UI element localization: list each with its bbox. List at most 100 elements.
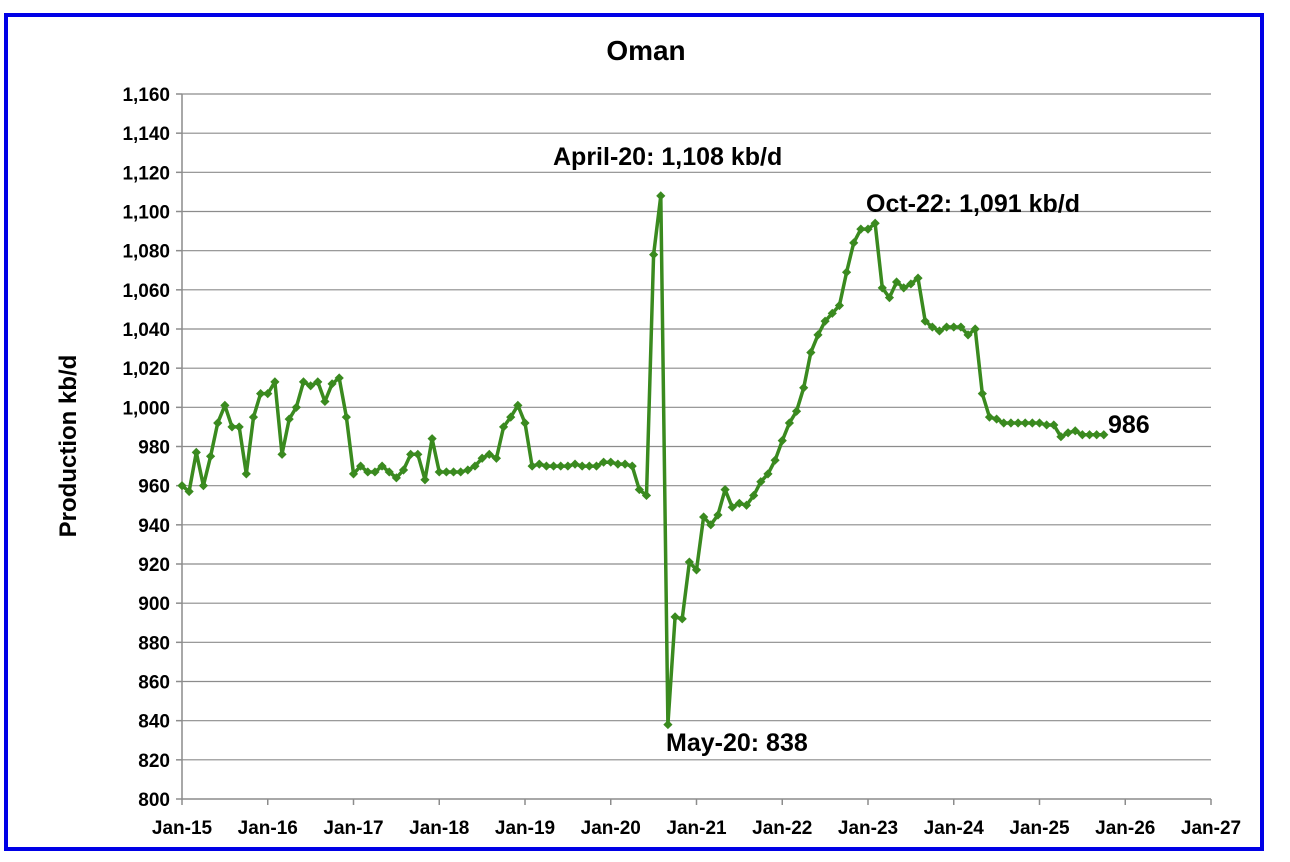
data-point-marker	[1099, 430, 1109, 440]
data-point-marker	[298, 377, 309, 387]
data-point-marker	[1006, 418, 1016, 428]
data-point-marker	[256, 389, 266, 399]
data-point-marker	[491, 453, 502, 463]
x-tick-label: Jan-25	[1009, 818, 1070, 839]
data-point-marker	[213, 418, 223, 428]
y-tick-label: 840	[138, 712, 170, 733]
data-point-marker	[899, 283, 909, 293]
y-tick-labels: 800 820 840 860 880 900 920 940 960 980 1,000 1,020…	[122, 85, 170, 811]
data-point-marker	[477, 453, 487, 463]
x-tick-label: Jan-20	[581, 818, 641, 839]
data-point-marker	[620, 459, 630, 469]
data-point-marker	[277, 449, 287, 459]
data-point-marker	[799, 383, 809, 393]
data-point-marker	[434, 467, 444, 477]
data-point-marker	[1077, 430, 1087, 440]
data-point-marker	[984, 412, 995, 422]
data-point-marker	[913, 273, 923, 283]
data-point-marker	[656, 191, 666, 201]
data-point-marker	[341, 412, 351, 422]
data-point-marker	[1063, 428, 1073, 438]
data-point-marker	[520, 418, 530, 428]
data-point-marker	[920, 316, 930, 326]
x-tick-label: Jan-21	[666, 818, 727, 839]
x-tick-label: Jan-22	[752, 818, 812, 839]
y-tick-label: 940	[138, 516, 170, 537]
x-tick-label: Jan-26	[1095, 818, 1155, 839]
data-point-marker	[820, 316, 830, 326]
x-tick-label: Jan-19	[495, 818, 555, 839]
data-point-marker	[606, 457, 616, 467]
data-point-marker	[406, 449, 416, 459]
data-point-marker	[527, 461, 537, 471]
data-point-marker	[791, 406, 802, 416]
data-point-marker	[963, 330, 973, 340]
annotation-may-20-low: May-20: 838	[666, 729, 808, 757]
data-point-marker	[877, 283, 887, 293]
data-point-marker	[563, 461, 573, 471]
data-point-marker	[556, 461, 566, 471]
data-point-marker	[327, 379, 337, 389]
x-tick-label: Jan-17	[323, 818, 383, 839]
data-point-marker	[727, 502, 737, 512]
data-point-marker	[713, 510, 723, 520]
y-tick-label: 800	[138, 790, 170, 811]
data-point-marker	[506, 412, 516, 422]
data-point-marker	[613, 459, 623, 469]
data-point-marker	[942, 322, 952, 332]
data-point-marker	[784, 418, 794, 428]
annotation-latest-value: 986	[1108, 411, 1150, 439]
series-line	[180, 194, 1104, 727]
data-point-marker	[770, 455, 780, 465]
data-point-marker	[884, 293, 895, 303]
data-point-marker	[591, 461, 602, 471]
data-point-marker	[584, 461, 594, 471]
data-point-marker	[448, 467, 459, 477]
data-point-marker	[270, 377, 280, 387]
data-point-marker	[548, 461, 559, 471]
data-point-marker	[834, 300, 845, 311]
data-point-marker	[248, 412, 259, 422]
y-tick-label: 880	[138, 633, 170, 654]
annotation-april-20-peak: April-20: 1,108 kb/d	[553, 143, 782, 171]
x-tick-label: Jan-16	[238, 818, 298, 839]
y-tick-label: 1,120	[122, 163, 170, 184]
data-point-marker	[1056, 432, 1066, 442]
data-point-marker	[484, 449, 494, 459]
data-point-marker	[641, 490, 652, 501]
y-tick-label: 980	[138, 438, 170, 459]
data-point-marker	[177, 481, 187, 491]
data-point-marker	[320, 396, 330, 407]
data-point-marker	[1084, 430, 1095, 440]
y-tick-label: 1,160	[122, 85, 170, 106]
data-point-marker	[670, 612, 680, 622]
data-point-marker	[356, 461, 366, 471]
data-point-marker	[677, 614, 687, 624]
data-point-marker	[391, 473, 401, 483]
data-point-marker	[370, 467, 380, 477]
data-point-marker	[999, 418, 1009, 428]
data-point-marker	[863, 224, 873, 234]
data-point-marker	[456, 467, 466, 477]
data-point-marker	[841, 267, 852, 277]
data-point-marker	[306, 381, 316, 391]
y-tick-label: 1,080	[122, 242, 170, 263]
data-point-marker	[413, 449, 423, 459]
data-point-marker	[184, 486, 194, 497]
y-tick-label: 960	[138, 477, 170, 498]
data-point-marker	[756, 477, 766, 487]
y-tick-label: 900	[138, 594, 170, 615]
data-point-marker	[377, 461, 387, 471]
data-point-marker	[699, 512, 709, 522]
y-tick-label: 1,000	[122, 398, 170, 419]
x-tick-label: Jan-27	[1181, 818, 1241, 839]
data-point-marker	[470, 461, 480, 471]
data-point-marker	[856, 224, 866, 234]
data-point-marker	[627, 461, 637, 471]
data-point-marker	[749, 490, 759, 501]
data-point-marker	[1042, 420, 1052, 430]
data-point-marker	[806, 347, 816, 358]
gridlines	[176, 93, 1211, 800]
data-point-marker	[198, 481, 209, 491]
x-tick-labels: Jan-15 Jan-16 Jan-17 Jan-18 Jan-19 Jan-20 Jan-…	[152, 799, 1241, 839]
